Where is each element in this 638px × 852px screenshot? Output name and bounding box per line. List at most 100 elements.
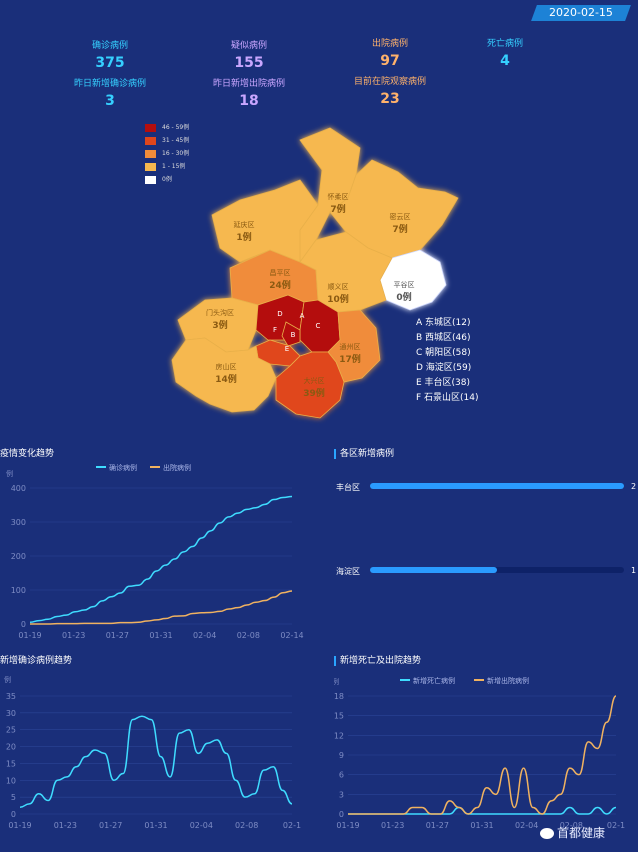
- district-label-mentougou: 门头沟区 3例: [206, 309, 234, 331]
- chart-new-confirmed: 例 0 5 10 15 20 25 30 35 01-19 01-23 01-27 01-31 02-0…: [4, 675, 301, 830]
- x-tick-label: 02-04: [193, 631, 216, 640]
- y-tick-label: 30: [6, 709, 16, 718]
- stat-new-confirmed: 昨日新增确诊病例 3: [60, 76, 160, 109]
- district-label-daxing: 大兴区 39例: [303, 377, 325, 399]
- legend-item: 1 - 15例: [145, 163, 189, 176]
- x-tick-label: 01-27: [106, 631, 129, 640]
- stat-label: 疑似病例: [230, 41, 267, 51]
- weibo-icon: [540, 828, 554, 839]
- y-tick-label: 0: [11, 810, 16, 819]
- y-tick-label: 400: [11, 484, 26, 493]
- district-label-shunyi: 顺义区 10例: [327, 283, 349, 305]
- x-tick-label: 01-23: [54, 821, 77, 830]
- bar-value-label: 2: [631, 482, 636, 491]
- bar: [370, 483, 624, 489]
- stat-deaths: 死亡病例 4: [470, 36, 540, 69]
- map-letter: F: [273, 326, 277, 334]
- legend-item: 31 - 45例: [145, 137, 189, 150]
- map-letter: B: [291, 331, 296, 339]
- y-tick-label: 0: [339, 810, 344, 819]
- x-tick-label: 02-1: [607, 821, 625, 830]
- stat-discharged: 出院病例 97: [355, 36, 425, 69]
- series-line: [347, 806, 617, 815]
- x-tick-label: 02-14: [280, 631, 303, 640]
- x-tick-label: 01-31: [470, 821, 493, 830]
- legend-item: 0例: [145, 176, 189, 189]
- date-text: 2020-02-15: [549, 6, 613, 19]
- legend-item: 16 - 30例: [145, 150, 189, 163]
- abbr-item: E 丰台区(38): [416, 378, 471, 388]
- legend-label: 出院病例: [163, 463, 191, 472]
- y-tick-label: 100: [11, 586, 26, 595]
- stat-value: 18: [239, 93, 259, 109]
- bar-category-label: 海淀区: [336, 566, 360, 576]
- y-tick-label: 15: [334, 712, 344, 721]
- y-tick-label: 18: [334, 692, 344, 701]
- stat-confirmed: 确诊病例 375: [75, 38, 145, 71]
- bar-value-label: 1: [631, 566, 636, 575]
- district-label-tongzhou: 通州区 17例: [339, 343, 361, 365]
- legend-label: 新增死亡病例: [413, 676, 455, 685]
- stat-observation: 目前在院观察病例 23: [340, 74, 440, 107]
- stat-value: 97: [380, 53, 400, 69]
- x-tick-label: 02-1: [283, 821, 301, 830]
- stat-label: 昨日新增确诊病例: [73, 79, 146, 89]
- y-unit: 例: [4, 675, 11, 684]
- y-unit: 例: [334, 677, 339, 686]
- chart-district-new: 丰台区 2 海淀区 1: [336, 482, 636, 576]
- y-tick-label: 3: [339, 790, 344, 799]
- bar-category-label: 丰台区: [336, 482, 360, 492]
- panel-title-trend: 疫情变化趋势: [0, 449, 55, 459]
- legend-label: 确诊病例: [109, 463, 137, 472]
- panel-title-new-confirmed: 新增确诊病例趋势: [0, 656, 73, 666]
- district-label-changping: 昌平区 24例: [269, 269, 291, 291]
- stat-label: 出院病例: [371, 39, 408, 49]
- map-letter: E: [285, 345, 289, 353]
- legend-item: 46 - 59例: [145, 124, 189, 137]
- district-haidian: [255, 294, 305, 341]
- abbr-item: A 东城区(12): [416, 318, 471, 328]
- x-tick-label: 01-23: [381, 821, 404, 830]
- map-letter: D: [277, 310, 282, 318]
- x-tick-label: 02-08: [560, 821, 583, 830]
- district-label-huairou: 怀柔区 7例: [327, 193, 349, 215]
- series-line: [30, 590, 293, 625]
- chart-trend: 确诊病例 出院病例 例 0 100 200 300 400 01-19 01-23 01-27…: [6, 463, 304, 640]
- y-unit: 例: [6, 469, 13, 478]
- watermark: 首都健康: [540, 824, 605, 841]
- panel-title-district-new: 各区新增病例: [334, 446, 394, 459]
- stat-label: 死亡病例: [486, 39, 523, 49]
- x-tick-label: 01-31: [149, 631, 172, 640]
- date-badge: 2020-02-15: [531, 5, 631, 21]
- district-xicheng: [281, 321, 301, 347]
- legend-label: 新增出院病例: [487, 676, 529, 685]
- y-tick-label: 12: [334, 731, 344, 740]
- abbr-item: F 石景山区(14): [416, 393, 479, 403]
- x-tick-label: 01-27: [99, 821, 122, 830]
- series-line: [347, 695, 617, 815]
- x-tick-label: 01-27: [426, 821, 449, 830]
- series-line: [29, 495, 293, 624]
- stat-label: 昨日新增出院病例: [212, 79, 285, 89]
- x-tick-label: 01-31: [144, 821, 167, 830]
- x-tick-label: 02-04: [515, 821, 538, 830]
- series-line: [19, 715, 293, 809]
- chart4-legend: 新增死亡病例 新增出院病例: [400, 676, 529, 685]
- y-tick-label: 25: [6, 726, 16, 735]
- stat-suspected: 疑似病例 155: [214, 38, 284, 71]
- district-abbr-list: A 东城区(12) B 西城区(46) C 朝阳区(58) D 海淀区(59) …: [416, 316, 479, 406]
- stat-value: 375: [95, 55, 125, 71]
- map-letter: A: [300, 312, 305, 320]
- x-tick-label: 02-08: [235, 821, 258, 830]
- y-tick-label: 300: [11, 518, 26, 527]
- y-tick-label: 5: [11, 793, 16, 802]
- y-tick-label: 20: [6, 743, 16, 752]
- x-tick-label: 01-23: [62, 631, 85, 640]
- y-tick-label: 9: [339, 751, 344, 760]
- district-label-pinggu: 平谷区 0例: [393, 281, 415, 303]
- chart-death-discharge: 新增死亡病例 新增出院病例 例 0 3 6 9 12 15 18 01-19 01-23 01-2…: [334, 676, 625, 830]
- panel-title-death-discharge: 新增死亡及出院趋势: [334, 653, 421, 666]
- district-fengtai: [255, 339, 301, 367]
- y-tick-label: 10: [6, 776, 16, 785]
- stat-value: 4: [500, 53, 510, 69]
